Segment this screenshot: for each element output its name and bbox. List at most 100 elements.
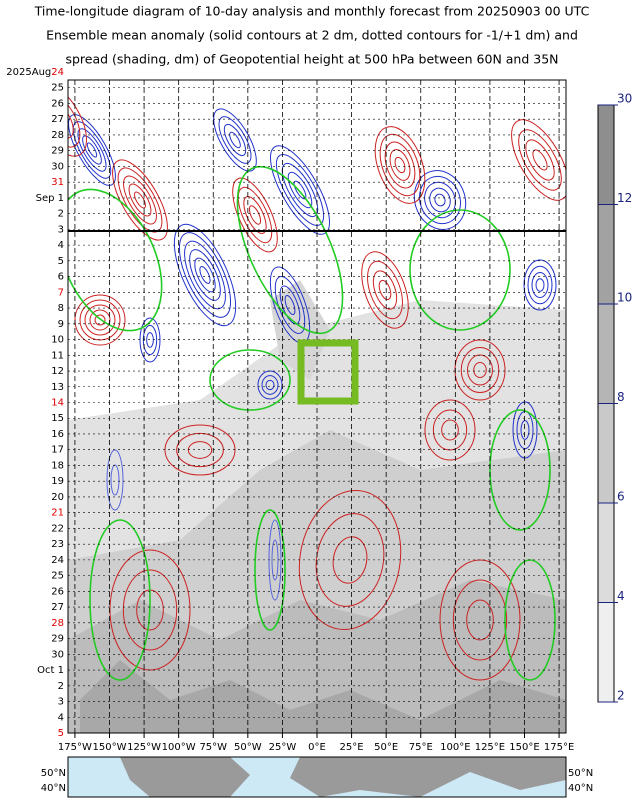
contour bbox=[525, 139, 555, 181]
y-tick-label: 5 bbox=[58, 728, 64, 739]
colorbar-label: 30 bbox=[617, 92, 632, 106]
y-tick-label: 29 bbox=[51, 146, 64, 157]
contour bbox=[77, 128, 107, 172]
contour bbox=[139, 317, 161, 363]
contour bbox=[378, 279, 392, 301]
contour bbox=[146, 332, 154, 348]
contour bbox=[142, 324, 158, 356]
y-tick-label: 4 bbox=[58, 240, 64, 251]
contour bbox=[384, 141, 416, 189]
contour bbox=[432, 409, 468, 451]
x-tick-label: 175°E bbox=[544, 742, 574, 753]
colorbar-segment bbox=[598, 503, 614, 603]
contour bbox=[452, 579, 508, 661]
y-tick-label: 19 bbox=[51, 476, 64, 487]
contour bbox=[527, 265, 553, 305]
y-tick-label: 29 bbox=[51, 634, 64, 645]
y-tick-label: 26 bbox=[51, 586, 64, 597]
colorbar-label: 10 bbox=[617, 291, 632, 305]
land bbox=[290, 757, 566, 797]
contour bbox=[184, 240, 226, 310]
contour bbox=[123, 175, 157, 225]
contour bbox=[237, 186, 273, 244]
y-tick-label: 8 bbox=[58, 303, 64, 314]
y-tick-label: 2 bbox=[58, 209, 64, 220]
contour bbox=[413, 170, 467, 230]
contour bbox=[466, 599, 494, 641]
lat-label: 40°N bbox=[41, 783, 66, 794]
contour bbox=[110, 464, 120, 496]
contour bbox=[223, 123, 247, 157]
contour bbox=[429, 187, 451, 213]
y-tick-label: 20 bbox=[51, 492, 64, 503]
contour bbox=[281, 162, 319, 218]
contour bbox=[424, 181, 456, 219]
contour bbox=[248, 205, 262, 225]
y-tick-label: 28 bbox=[51, 130, 64, 141]
y-tick-label: 9 bbox=[58, 319, 64, 330]
grid bbox=[68, 80, 566, 733]
anomaly-contours bbox=[68, 83, 566, 681]
lat-label: 50°N bbox=[41, 768, 66, 779]
y-tick-label: 27 bbox=[51, 602, 64, 613]
y-tick-label: 25 bbox=[51, 83, 64, 94]
contour bbox=[68, 114, 116, 186]
y-tick-label: 31 bbox=[51, 177, 64, 188]
y-day: 24 bbox=[51, 67, 64, 78]
contour bbox=[275, 154, 325, 226]
contour bbox=[441, 419, 459, 441]
contour bbox=[189, 249, 221, 301]
contour bbox=[520, 420, 530, 440]
contour bbox=[418, 175, 462, 225]
contour bbox=[512, 401, 538, 459]
y-tick-label: 17 bbox=[51, 445, 64, 456]
y-tick-label: Oct 1 bbox=[37, 665, 64, 676]
y-tick-label: 30 bbox=[51, 161, 64, 172]
x-tick-label: 125°E bbox=[475, 742, 505, 753]
map-strip: 50°N 50°N 40°N 40°N bbox=[41, 756, 593, 798]
x-tick-label: 75°W bbox=[199, 742, 227, 753]
contour bbox=[298, 490, 402, 630]
zero-contour bbox=[254, 509, 286, 631]
lat-label: 50°N bbox=[568, 768, 593, 779]
contour bbox=[434, 193, 446, 207]
contour bbox=[122, 569, 178, 651]
zero-contour bbox=[89, 519, 151, 681]
plot-area bbox=[68, 80, 566, 733]
contour bbox=[367, 260, 403, 320]
x-tick-label: 25°E bbox=[340, 742, 364, 753]
y-tick-label: 30 bbox=[51, 649, 64, 660]
y-tick-label: 21 bbox=[51, 508, 64, 519]
contour bbox=[460, 347, 500, 393]
contour bbox=[535, 278, 545, 292]
contour bbox=[287, 171, 313, 209]
contour bbox=[82, 135, 102, 165]
colorbar-segment bbox=[598, 403, 614, 503]
x-axis: 175°W 150°W 125°W 100°W 75°W 50°W 25°W 0°E 25°E 5… bbox=[58, 733, 574, 753]
contour bbox=[467, 354, 493, 386]
title-line: Time-longitude diagram of 10-day analysi… bbox=[34, 4, 590, 19]
contour bbox=[265, 379, 275, 391]
zero-contour bbox=[236, 165, 344, 335]
zero-contour bbox=[68, 188, 163, 332]
contour bbox=[361, 251, 409, 329]
lat-label: 40°N bbox=[568, 783, 593, 794]
contour bbox=[531, 272, 549, 298]
contour bbox=[374, 126, 426, 204]
colorbar-label: 6 bbox=[617, 490, 625, 504]
contour bbox=[68, 83, 87, 157]
y-tick-label: 14 bbox=[51, 398, 64, 409]
y-tick-label: 2025Aug24 bbox=[6, 67, 64, 78]
x-tick-label: 50°E bbox=[374, 742, 398, 753]
contour bbox=[178, 232, 232, 318]
contour bbox=[284, 295, 296, 315]
y-tick-label: 24 bbox=[51, 555, 64, 566]
colorbar-segment bbox=[598, 204, 614, 304]
contour bbox=[72, 121, 112, 179]
y-tick-label: Sep 1 bbox=[36, 193, 64, 204]
x-tick-label: 125°W bbox=[127, 742, 161, 753]
land bbox=[120, 757, 250, 797]
contour bbox=[394, 156, 406, 174]
contour bbox=[199, 266, 211, 284]
